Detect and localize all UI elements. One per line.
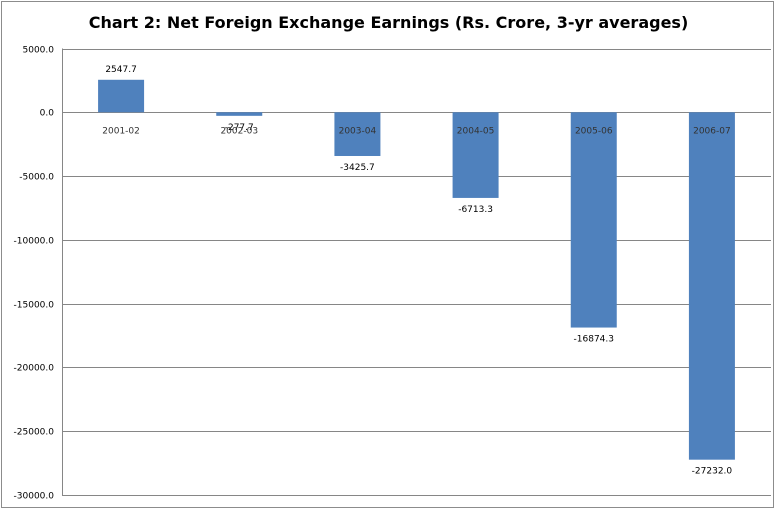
y-tick-label: -5000.0	[19, 173, 54, 183]
x-tick-label: 2005-06	[575, 126, 613, 136]
data-label: -16874.3	[574, 335, 614, 345]
bar	[452, 112, 499, 198]
data-label: -3425.7	[340, 163, 375, 173]
data-label: -6713.3	[458, 205, 493, 215]
x-tick-label: 2003-04	[339, 126, 377, 136]
bar	[334, 112, 381, 156]
chart-title: Chart 2: Net Foreign Exchange Earnings (…	[88, 13, 689, 32]
y-tick-label: -25000.0	[14, 428, 55, 438]
x-tick-label: 2004-05	[457, 126, 495, 136]
data-label: -27232.0	[692, 467, 733, 477]
data-label: 2547.7	[105, 65, 137, 75]
data-label: -277.7	[225, 123, 254, 133]
y-tick-label: -30000.0	[14, 492, 55, 502]
y-tick-label: -15000.0	[14, 301, 55, 311]
x-tick-label: 2006-07	[693, 126, 731, 136]
bar	[216, 112, 263, 116]
y-tick-label: 5000.0	[23, 46, 55, 56]
bar	[570, 112, 617, 328]
bar	[98, 79, 145, 113]
y-tick-label: 0.0	[40, 109, 55, 119]
x-tick-label: 2002-03	[220, 126, 258, 136]
x-tick-label: 2001-02	[102, 126, 140, 136]
y-tick-label: -10000.0	[14, 237, 55, 247]
bar	[688, 112, 735, 460]
y-tick-label: -20000.0	[14, 364, 55, 374]
